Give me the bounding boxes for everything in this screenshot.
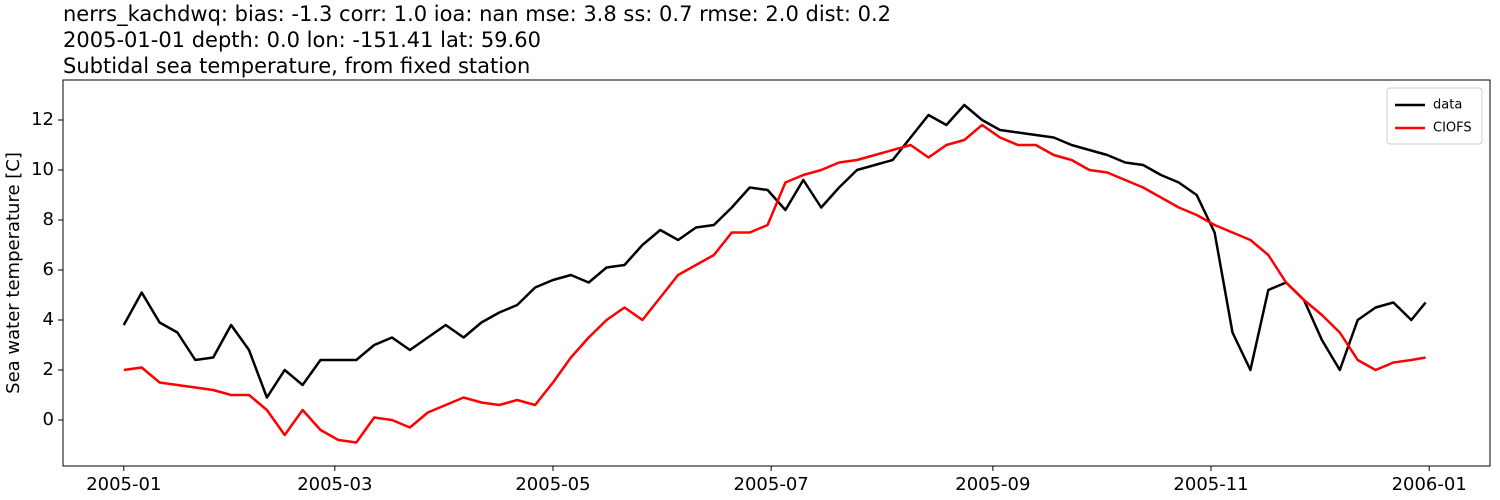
y-axis-label: Sea water temperature [C] <box>3 152 24 394</box>
y-tick-label: 4 <box>43 309 54 330</box>
x-tick-label: 2005-09 <box>955 474 1030 495</box>
x-tick-label: 2006-01 <box>1392 474 1467 495</box>
data-line <box>122 103 1427 399</box>
x-tick-label: 2005-01 <box>86 474 161 495</box>
x-tick-label: 2005-11 <box>1173 474 1248 495</box>
y-tick-label: 8 <box>43 209 54 230</box>
y-tick-label: 6 <box>43 259 54 280</box>
axes-frame <box>62 79 1491 467</box>
legend-label: CIOFS <box>1433 121 1472 136</box>
y-tick-label: 10 <box>31 159 54 180</box>
y-tick-label: 0 <box>43 409 54 430</box>
y-tick-label: 12 <box>31 109 54 130</box>
data-line <box>123 123 1426 444</box>
title-line: Subtidal sea temperature, from fixed sta… <box>63 54 530 78</box>
title-line: 2005-01-01 depth: 0.0 lon: -151.41 lat: … <box>63 28 541 52</box>
legend-label: data <box>1433 98 1462 113</box>
y-tick-label: 2 <box>43 359 54 380</box>
legend-box <box>1386 87 1483 145</box>
x-tick-label: 2005-05 <box>515 474 590 495</box>
title-line: nerrs_kachdwq: bias: -1.3 corr: 1.0 ioa:… <box>63 2 891 27</box>
x-tick-label: 2005-03 <box>297 474 372 495</box>
x-tick-label: 2005-07 <box>734 474 809 495</box>
